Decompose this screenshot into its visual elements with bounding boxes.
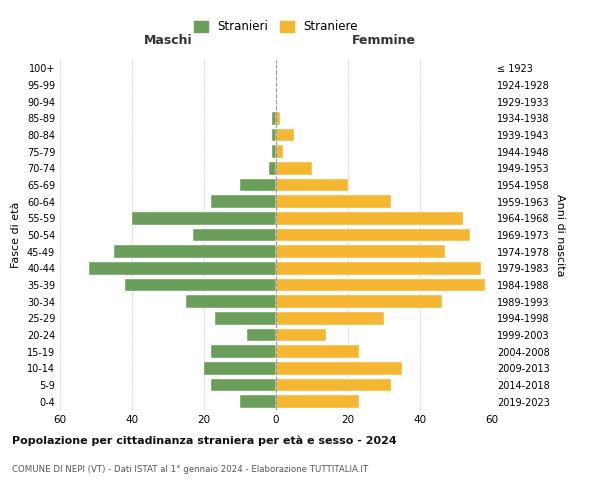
Bar — [193, 229, 276, 241]
Bar — [276, 129, 294, 141]
Bar — [211, 346, 276, 358]
Bar — [276, 146, 283, 158]
Bar — [276, 112, 280, 124]
Bar — [276, 312, 384, 324]
Bar — [276, 379, 391, 391]
Bar — [89, 262, 276, 274]
Bar — [215, 312, 276, 324]
Bar — [272, 129, 276, 141]
Bar — [276, 262, 481, 274]
Bar — [276, 212, 463, 224]
Bar — [114, 246, 276, 258]
Text: Femmine: Femmine — [352, 34, 416, 46]
Bar — [272, 112, 276, 124]
Bar — [211, 379, 276, 391]
Bar — [132, 212, 276, 224]
Bar — [276, 396, 359, 408]
Bar — [269, 162, 276, 174]
Bar — [276, 296, 442, 308]
Bar — [240, 179, 276, 192]
Bar — [240, 396, 276, 408]
Bar — [186, 296, 276, 308]
Bar — [272, 146, 276, 158]
Legend: Stranieri, Straniere: Stranieri, Straniere — [190, 17, 362, 37]
Text: COMUNE DI NEPI (VT) - Dati ISTAT al 1° gennaio 2024 - Elaborazione TUTTITALIA.IT: COMUNE DI NEPI (VT) - Dati ISTAT al 1° g… — [12, 465, 368, 474]
Text: Maschi: Maschi — [143, 34, 193, 46]
Bar — [276, 229, 470, 241]
Bar — [204, 362, 276, 374]
Text: Popolazione per cittadinanza straniera per età e sesso - 2024: Popolazione per cittadinanza straniera p… — [12, 435, 397, 446]
Bar — [247, 329, 276, 341]
Bar — [125, 279, 276, 291]
Bar — [276, 246, 445, 258]
Y-axis label: Anni di nascita: Anni di nascita — [555, 194, 565, 276]
Bar — [276, 162, 312, 174]
Bar — [211, 196, 276, 208]
Bar — [276, 346, 359, 358]
Bar — [276, 196, 391, 208]
Bar — [276, 329, 326, 341]
Bar — [276, 362, 402, 374]
Bar — [276, 179, 348, 192]
Y-axis label: Fasce di età: Fasce di età — [11, 202, 21, 268]
Bar — [276, 279, 485, 291]
